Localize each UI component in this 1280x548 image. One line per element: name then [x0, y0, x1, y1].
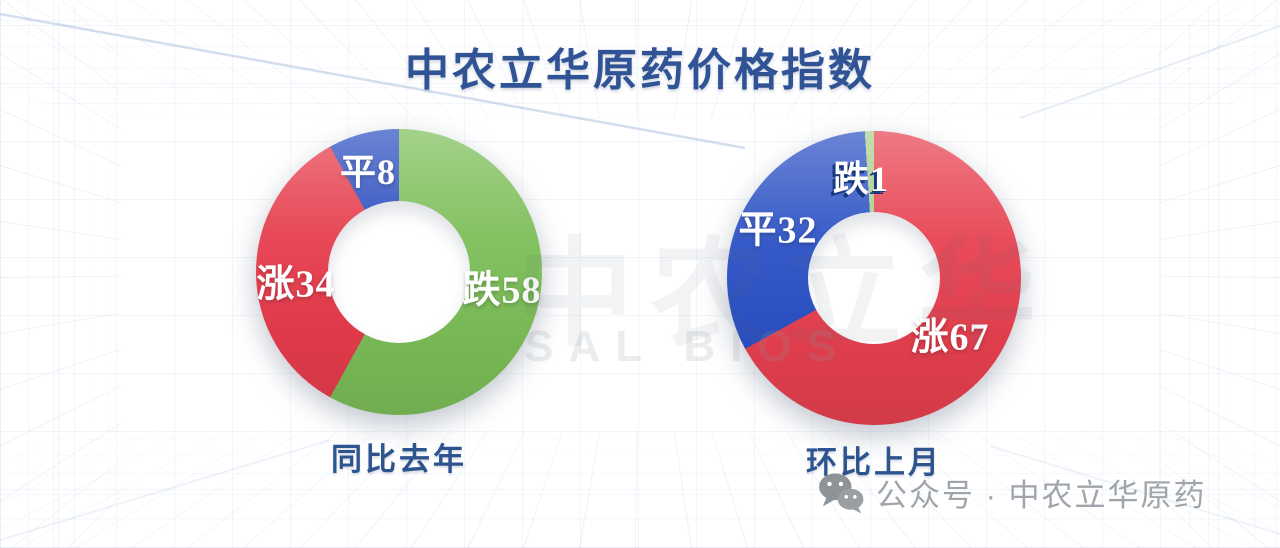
donut-chart-mom: 跌1 平32 涨67	[727, 131, 1021, 425]
wechat-account-label: 公众号 · 中农立华原药	[876, 470, 1207, 515]
slice-label-up-mom: 涨67	[910, 306, 989, 361]
donut-hole	[328, 201, 470, 343]
donut-chart-yoy: 平8 涨34 跌58	[256, 129, 542, 415]
wechat-icon	[818, 472, 864, 514]
slice-label-down-yoy: 跌58	[462, 259, 541, 314]
slice-label-up-yoy: 涨34	[256, 253, 335, 308]
page-title: 中农立华原药价格指数	[0, 34, 1280, 98]
wechat-account-badge: 公众号 · 中农立华原药	[818, 470, 1207, 515]
chart-caption-yoy: 同比去年	[239, 434, 559, 479]
slice-label-flat-yoy: 平8	[340, 143, 396, 195]
slice-label-flat-mom: 平32	[738, 199, 817, 254]
slice-label-down-mom: 跌1	[833, 150, 889, 202]
price-index-infographic: 中农立华原药价格指数 平8 涨34 跌58 跌1 平32 涨67 同比去年 环比…	[0, 0, 1280, 548]
